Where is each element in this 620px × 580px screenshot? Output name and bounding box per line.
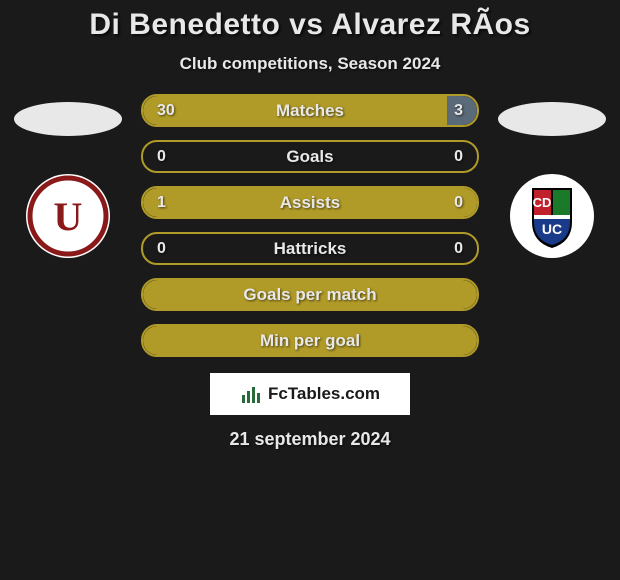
stat-value-left: 0	[157, 148, 166, 166]
subtitle: Club competitions, Season 2024	[0, 54, 620, 74]
main-row: U Matches303Goals00Assists10Hattricks00G…	[0, 102, 620, 357]
svg-text:CD: CD	[533, 195, 552, 210]
stat-value-left: 30	[157, 102, 175, 120]
stat-row: Hattricks0 0	[141, 232, 479, 265]
stat-value-right: 0	[454, 148, 463, 166]
page-title: Di Benedetto vs Alvarez RÃ­os	[0, 8, 620, 42]
stat-value-left: 0	[157, 240, 166, 258]
footer-date: 21 september 2024	[0, 429, 620, 450]
stat-value-right: 0	[454, 194, 463, 212]
stat-row: Goals0 0	[141, 140, 479, 173]
stat-value-right: 3	[454, 102, 463, 120]
infographic-container: Di Benedetto vs Alvarez RÃ­os Club compe…	[0, 0, 620, 580]
chart-icon	[240, 383, 262, 405]
stat-label: Min per goal	[143, 331, 477, 351]
stat-row: Min per goal	[141, 324, 479, 357]
stat-label: Matches	[143, 101, 477, 121]
stat-row: Goals per match	[141, 278, 479, 311]
stat-label: Goals per match	[143, 285, 477, 305]
club-badge-left-icon: U	[24, 172, 112, 260]
stat-label: Assists	[143, 193, 477, 213]
stat-label: Goals	[143, 147, 477, 167]
player-left-photo-placeholder	[14, 102, 122, 136]
svg-text:U: U	[54, 194, 83, 239]
stats-column: Matches303Goals00Assists10Hattricks00Goa…	[141, 94, 479, 357]
stat-row: Assists1 0	[141, 186, 479, 219]
stat-value-left: 1	[157, 194, 166, 212]
footer-brand-badge: FcTables.com	[210, 373, 410, 415]
player-left-club-badge: U	[24, 172, 112, 260]
player-right-photo-placeholder	[498, 102, 606, 136]
player-right-col: CD UC	[497, 102, 607, 260]
player-right-club-badge: CD UC	[508, 172, 596, 260]
stat-value-right: 0	[454, 240, 463, 258]
footer-brand-text: FcTables.com	[268, 384, 380, 404]
stat-label: Hattricks	[143, 239, 477, 259]
svg-text:UC: UC	[542, 221, 562, 237]
player-left-col: U	[13, 102, 123, 260]
stat-row: Matches30 3	[141, 94, 479, 127]
club-badge-right-icon: CD UC	[508, 172, 596, 260]
